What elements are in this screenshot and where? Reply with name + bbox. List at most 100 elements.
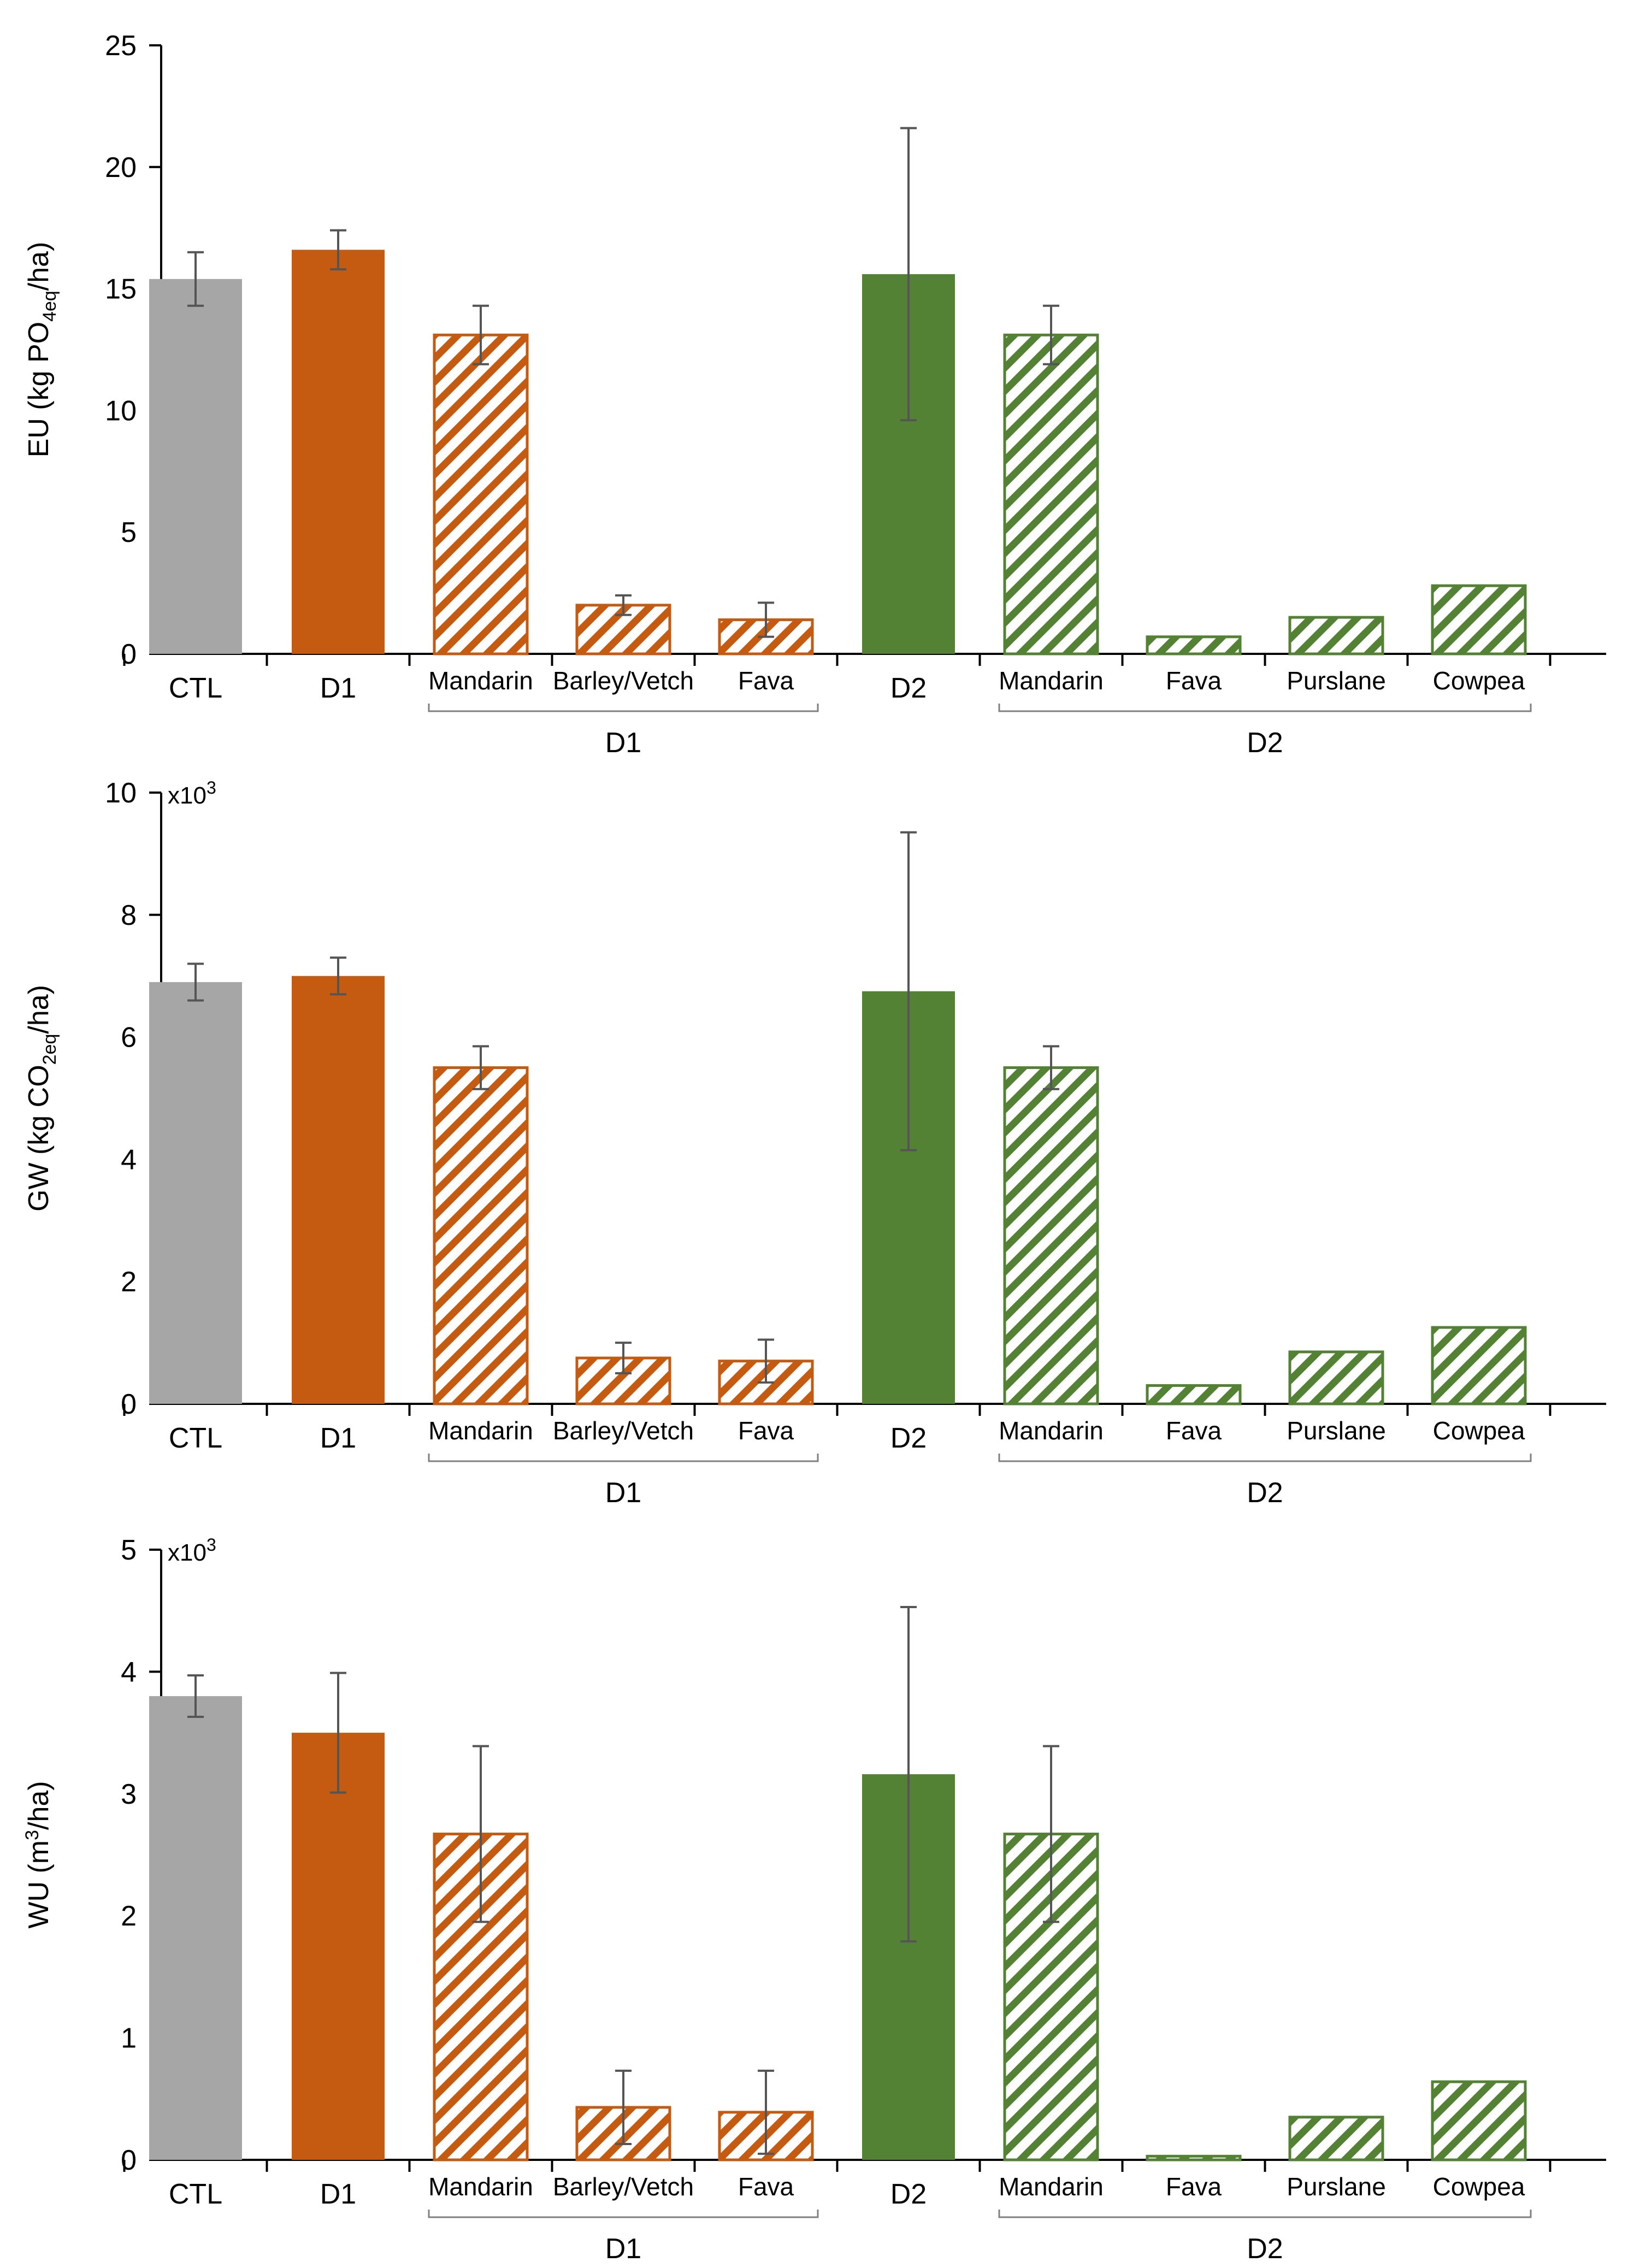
bar [1431,2080,1527,2161]
x-tick-label: D1 [320,1422,356,1454]
x-tick-label: Cowpea [1433,1416,1525,1445]
x-tick-label: D2 [890,1422,927,1454]
error-bar [473,1745,489,1923]
group-label: D1 [605,727,641,759]
bar [149,982,242,1404]
y-tick-label: 3 [121,1779,137,1810]
y-tick-label: 8 [121,900,137,931]
x-tick-label: D2 [890,672,927,704]
error-bar [615,2069,632,2145]
group-bracket-line [428,1454,819,1462]
x-tick-label: Mandarin [428,2172,533,2201]
axis-multiplier-base: x10 [168,782,207,809]
x-tick-label: Mandarin [428,666,533,695]
group-label: D2 [1247,727,1283,759]
error-bar [330,956,346,996]
bar [292,1733,385,2160]
group-label: D1 [605,2233,641,2265]
y-axis-title-main: EU (kg PO [23,322,55,458]
x-tick-label: Barley/Vetch [553,2172,694,2201]
chart-eu: 0 5 10 15 20 25 CTL D1 Mandarin Barley/Vetch Fava D… [23,30,1606,759]
error-bar [615,594,632,616]
bar [1003,1066,1099,1405]
y-axis-title: EU (kg PO4eq/ha) [23,242,60,458]
bar [292,250,385,654]
y-tick-label: 10 [105,777,137,809]
bar [1146,2154,1242,2161]
bar [433,333,529,655]
error-bar [900,127,917,422]
x-tick-label: Barley/Vetch [553,666,694,695]
bar [1431,1326,1527,1405]
x-tick-label: Mandarin [999,666,1104,695]
y-axis-title-main: WU (m [23,1840,55,1929]
y-tick-label: 4 [121,1144,137,1176]
y-tick-label: 25 [105,30,137,62]
x-tick-label: Fava [738,1416,794,1445]
x-tick-label: Barley/Vetch [553,1416,694,1445]
bar [1288,1350,1384,1405]
x-tick-label: Fava [738,2172,794,2201]
error-bar [187,962,204,1002]
x-tick-label: Purslane [1287,1416,1386,1445]
error-bar [330,229,346,270]
x-tick-label: CTL [169,1422,222,1454]
axis-multiplier: x103 [168,1535,216,1566]
y-axis-title-main: GW (kg CO [23,1065,55,1212]
x-tick-label: Fava [1166,1416,1222,1445]
error-bar [1043,1745,1059,1923]
x-tick-label: D1 [320,2178,356,2210]
x-tick-label: D2 [890,2178,927,2210]
group-bracket-line [998,2210,1532,2218]
x-tick-label: Purslane [1287,2172,1386,2201]
group-bracket-line [998,1454,1532,1462]
y-axis-title-sup: 3 [22,1830,43,1840]
error-bar [1043,1045,1059,1090]
error-bar [330,1672,346,1794]
y-tick-label: 2 [121,1266,137,1298]
chart-gw: 0 2 4 6 8 10 CTL D1 Mandarin Barley/Vetch Fava D2 Ma… [23,777,1606,1509]
group-bracket: D2 [998,1454,1532,1509]
group-label: D2 [1247,1477,1283,1509]
x-tick-label: Cowpea [1433,666,1525,695]
x-tick-label: Fava [738,666,794,695]
bar [149,279,242,654]
error-bar [187,251,204,307]
y-tick-label: 0 [121,1389,137,1420]
x-tick-label: Purslane [1287,666,1386,695]
y-tick-label: 0 [121,639,137,670]
error-bar [758,2069,774,2155]
y-tick-label: 1 [121,2023,137,2054]
bar [292,976,385,1404]
group-bracket: D1 [428,704,819,759]
group-bracket: D1 [428,2210,819,2265]
chart-wu: 0 1 2 3 4 5 CTL D1 Mandarin Barley/Vetch Fava D2 Man… [22,1534,1606,2265]
error-bar [758,1338,774,1384]
bar [149,1696,242,2160]
bar [1288,616,1384,655]
y-tick-label: 0 [121,2145,137,2176]
x-tick-label: D1 [320,672,356,704]
group-bracket-line [998,704,1532,712]
bar [1146,1384,1242,1405]
error-bar [187,1674,204,1718]
axis-multiplier-exp: 3 [207,778,216,798]
x-tick-label: Mandarin [999,2172,1104,2201]
axis-multiplier-exp: 3 [207,1535,216,1555]
y-tick-label: 10 [105,395,137,427]
x-tick-label: CTL [169,672,222,704]
y-tick-label: 4 [121,1656,137,1688]
group-bracket: D2 [998,704,1532,759]
group-bracket: D2 [998,2210,1532,2265]
y-tick-label: 6 [121,1022,137,1054]
x-tick-label: CTL [169,2178,222,2210]
group-bracket: D1 [428,1454,819,1509]
group-label: D1 [605,1477,641,1509]
error-bar [1043,304,1059,365]
y-axis-title: GW (kg CO2eq/ha) [23,985,60,1212]
group-bracket-line [428,2210,819,2218]
y-axis-title: WU (m3/ha) [22,1781,55,1928]
bar [1146,635,1242,655]
y-axis-title-tail: /ha) [23,1781,55,1830]
